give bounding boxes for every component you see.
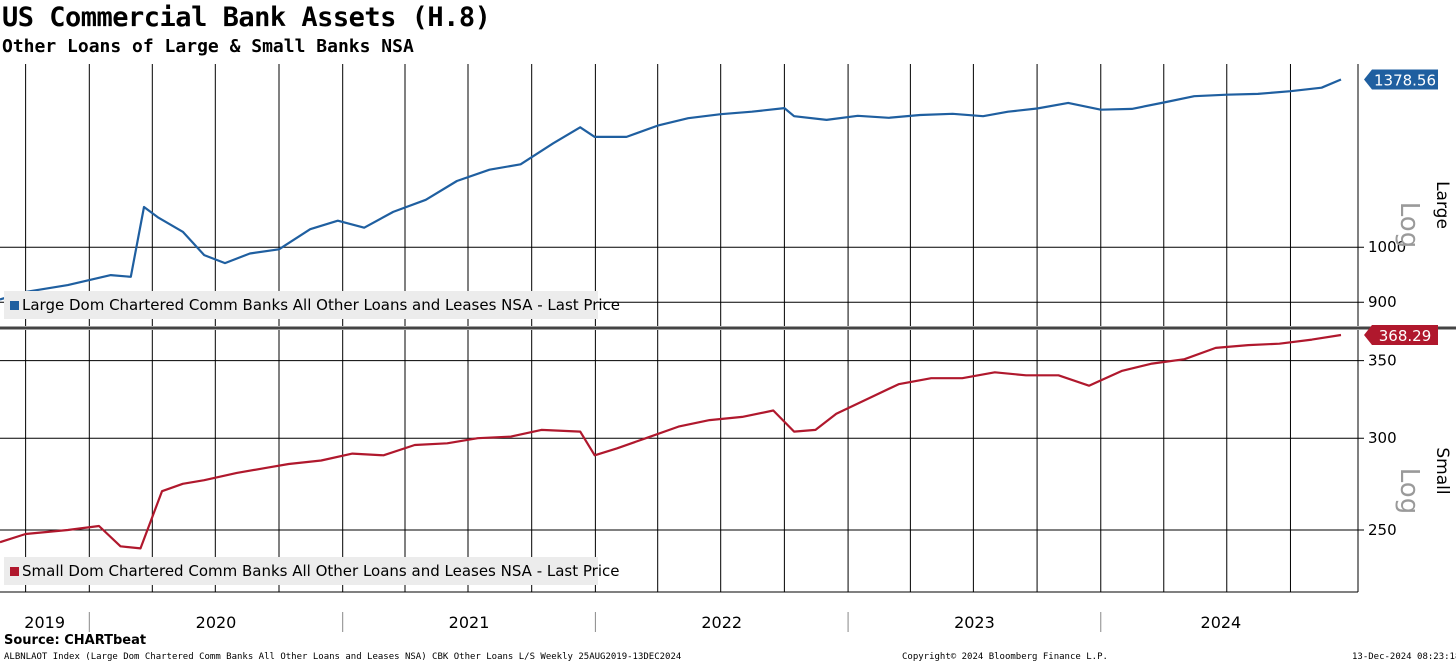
footer-timestamp: 13-Dec-2024 08:23:18 <box>1352 652 1456 662</box>
small-banks-line <box>0 333 1342 550</box>
y-tick-label: 250 <box>1368 521 1397 539</box>
legend-box <box>4 557 598 585</box>
grid-layer <box>0 64 1456 592</box>
legend-layer: Large Dom Chartered Comm Banks All Other… <box>4 291 620 585</box>
log-scale-label: Log <box>1394 468 1424 514</box>
x-year-label: 2021 <box>449 613 490 632</box>
panel-name-label: Small <box>1432 447 1452 494</box>
legend-text: Large Dom Chartered Comm Banks All Other… <box>22 296 620 314</box>
chart-title: US Commercial Bank Assets (H.8) <box>2 2 491 33</box>
legend-swatch <box>10 301 19 310</box>
y-tick-label: 900 <box>1368 293 1397 311</box>
large-banks-line <box>0 78 1342 301</box>
x-year-label: 2023 <box>954 613 995 632</box>
y-tick-label: 350 <box>1368 352 1397 370</box>
x-year-label: 2020 <box>196 613 237 632</box>
y-tick-label: 1000 <box>1368 238 1406 256</box>
chart-subtitle: Other Loans of Large & Small Banks NSA <box>2 36 414 57</box>
footer-index-text: ALBNLAOT Index (Large Dom Chartered Comm… <box>4 652 682 662</box>
legend-box <box>4 291 598 319</box>
series-layer <box>0 78 1342 550</box>
x-year-label: 2024 <box>1201 613 1242 632</box>
x-year-label: 2022 <box>701 613 742 632</box>
log-scale-label: Log <box>1394 202 1424 248</box>
legend-swatch <box>10 567 19 576</box>
panel-name-label: Large <box>1432 181 1452 229</box>
footer-copyright: Copyright© 2024 Bloomberg Finance L.P. <box>902 652 1108 662</box>
last-price-label: 1378.56 <box>1374 71 1436 89</box>
last-price-tag <box>1364 69 1438 90</box>
x-year-label: 2019 <box>24 613 65 632</box>
last-price-tag <box>1364 325 1438 346</box>
legend-text: Small Dom Chartered Comm Banks All Other… <box>22 562 619 580</box>
source-text: Source: CHARTbeat <box>4 633 147 648</box>
last-price-label: 368.29 <box>1379 327 1432 345</box>
y-tick-label: 300 <box>1368 429 1397 447</box>
